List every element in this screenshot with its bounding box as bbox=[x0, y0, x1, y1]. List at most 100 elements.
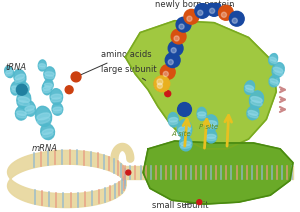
Ellipse shape bbox=[12, 89, 20, 93]
Circle shape bbox=[171, 29, 186, 44]
Circle shape bbox=[187, 16, 192, 21]
Circle shape bbox=[168, 41, 183, 56]
Ellipse shape bbox=[44, 67, 55, 81]
Circle shape bbox=[179, 24, 184, 29]
Circle shape bbox=[165, 53, 180, 68]
Circle shape bbox=[165, 91, 171, 97]
Ellipse shape bbox=[177, 120, 192, 138]
Ellipse shape bbox=[53, 107, 62, 111]
Ellipse shape bbox=[206, 124, 217, 129]
Circle shape bbox=[168, 60, 173, 65]
Circle shape bbox=[197, 200, 202, 205]
Circle shape bbox=[221, 12, 226, 17]
Ellipse shape bbox=[251, 97, 262, 103]
Ellipse shape bbox=[11, 81, 21, 95]
Ellipse shape bbox=[272, 63, 284, 77]
Ellipse shape bbox=[39, 64, 46, 67]
Ellipse shape bbox=[168, 113, 178, 127]
Ellipse shape bbox=[248, 114, 258, 118]
Polygon shape bbox=[125, 21, 276, 149]
Ellipse shape bbox=[205, 115, 218, 132]
Ellipse shape bbox=[248, 110, 258, 115]
Ellipse shape bbox=[15, 74, 25, 80]
Circle shape bbox=[195, 3, 210, 18]
Ellipse shape bbox=[39, 66, 46, 69]
Circle shape bbox=[160, 65, 175, 79]
Circle shape bbox=[174, 36, 179, 41]
Ellipse shape bbox=[37, 117, 50, 123]
Ellipse shape bbox=[270, 81, 278, 85]
Text: tRNA: tRNA bbox=[5, 63, 26, 72]
Ellipse shape bbox=[251, 100, 262, 106]
Ellipse shape bbox=[270, 57, 277, 61]
Ellipse shape bbox=[15, 77, 25, 82]
Ellipse shape bbox=[247, 106, 259, 120]
Circle shape bbox=[154, 76, 169, 91]
Ellipse shape bbox=[42, 129, 53, 134]
Ellipse shape bbox=[206, 130, 217, 143]
Circle shape bbox=[16, 84, 27, 95]
Ellipse shape bbox=[43, 87, 50, 91]
Ellipse shape bbox=[178, 131, 191, 135]
Ellipse shape bbox=[41, 124, 55, 139]
Ellipse shape bbox=[249, 91, 263, 108]
Circle shape bbox=[230, 11, 244, 26]
Ellipse shape bbox=[245, 85, 253, 90]
Text: newly born protein: newly born protein bbox=[155, 0, 234, 10]
Circle shape bbox=[163, 71, 168, 77]
Ellipse shape bbox=[52, 103, 63, 115]
Ellipse shape bbox=[19, 82, 29, 94]
Ellipse shape bbox=[206, 137, 216, 141]
Ellipse shape bbox=[38, 60, 46, 71]
Ellipse shape bbox=[6, 70, 13, 74]
Circle shape bbox=[157, 83, 162, 88]
Ellipse shape bbox=[274, 71, 283, 75]
Ellipse shape bbox=[5, 66, 14, 78]
Ellipse shape bbox=[43, 89, 50, 93]
Ellipse shape bbox=[198, 112, 206, 116]
Ellipse shape bbox=[269, 75, 279, 87]
Ellipse shape bbox=[35, 106, 52, 126]
Ellipse shape bbox=[270, 60, 277, 63]
Ellipse shape bbox=[45, 75, 54, 79]
Ellipse shape bbox=[245, 88, 253, 92]
Ellipse shape bbox=[42, 82, 51, 95]
Circle shape bbox=[126, 170, 131, 175]
Ellipse shape bbox=[273, 67, 283, 73]
Ellipse shape bbox=[206, 121, 217, 126]
Circle shape bbox=[176, 17, 191, 32]
Ellipse shape bbox=[53, 110, 62, 113]
Ellipse shape bbox=[45, 72, 54, 76]
Ellipse shape bbox=[6, 73, 13, 76]
Circle shape bbox=[232, 18, 237, 23]
Circle shape bbox=[71, 72, 81, 82]
Polygon shape bbox=[143, 141, 293, 204]
Ellipse shape bbox=[37, 113, 50, 120]
Circle shape bbox=[184, 9, 199, 24]
Ellipse shape bbox=[169, 121, 178, 124]
Ellipse shape bbox=[270, 79, 278, 83]
Ellipse shape bbox=[20, 86, 28, 90]
Ellipse shape bbox=[24, 100, 35, 116]
Circle shape bbox=[198, 10, 203, 15]
Circle shape bbox=[65, 86, 73, 94]
Text: P site: P site bbox=[199, 124, 218, 130]
Text: A site: A site bbox=[172, 131, 191, 137]
Ellipse shape bbox=[180, 136, 192, 151]
Ellipse shape bbox=[25, 109, 34, 114]
Ellipse shape bbox=[16, 114, 26, 118]
Circle shape bbox=[154, 76, 170, 92]
Ellipse shape bbox=[198, 115, 206, 118]
Circle shape bbox=[207, 1, 221, 16]
Circle shape bbox=[171, 48, 176, 53]
Ellipse shape bbox=[244, 81, 255, 94]
Ellipse shape bbox=[25, 106, 34, 111]
Ellipse shape bbox=[44, 86, 52, 89]
Text: amino acids: amino acids bbox=[79, 50, 151, 76]
Ellipse shape bbox=[20, 88, 28, 92]
Ellipse shape bbox=[42, 132, 53, 137]
Ellipse shape bbox=[18, 97, 30, 102]
Ellipse shape bbox=[181, 145, 191, 148]
Ellipse shape bbox=[18, 101, 30, 106]
Ellipse shape bbox=[197, 107, 206, 120]
